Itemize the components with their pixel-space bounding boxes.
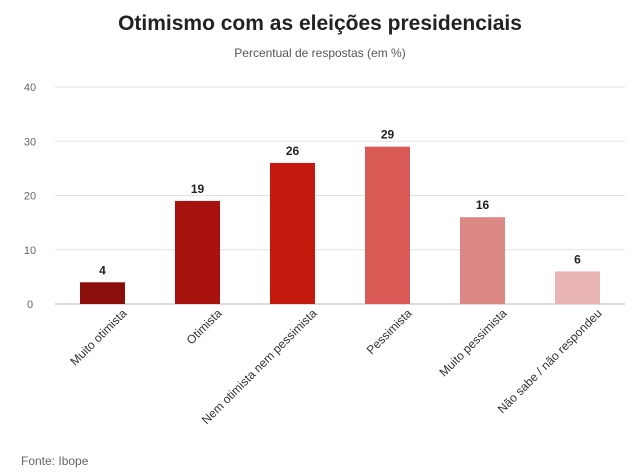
category-label: Nem otimista nem pessimista — [199, 306, 320, 427]
bar — [460, 217, 505, 304]
value-labels: 4 19 26 29 16 6 — [99, 128, 581, 278]
category-label: Muito otimista — [67, 306, 129, 368]
bar — [555, 271, 600, 304]
value-label: 19 — [191, 182, 205, 196]
bar — [175, 200, 220, 304]
y-axis-ticks: 0 10 20 30 40 — [24, 82, 36, 311]
y-tick-label: 10 — [24, 245, 36, 257]
y-tick-label: 20 — [24, 191, 36, 203]
bar — [80, 282, 125, 304]
bar — [270, 162, 315, 304]
value-label: 16 — [476, 198, 490, 212]
source-note: Fonte: Ibope — [21, 454, 89, 468]
gridlines — [55, 86, 625, 305]
y-tick-label: 0 — [27, 299, 33, 311]
bars — [80, 146, 600, 304]
chart-title: Otimismo com as eleições presidenciais — [118, 12, 522, 35]
y-tick-label: 40 — [24, 82, 36, 94]
category-label: Muito pessimista — [437, 306, 510, 379]
value-label: 6 — [574, 252, 581, 266]
category-label: Pessimista — [364, 306, 415, 357]
category-label: Não sabe / não respondeu — [495, 306, 605, 416]
value-label: 26 — [286, 144, 300, 158]
chart-subtitle: Percentual de respostas (em %) — [234, 46, 406, 60]
value-label: 29 — [381, 128, 395, 142]
category-label: Otimista — [184, 306, 225, 347]
value-label: 4 — [99, 263, 106, 277]
y-tick-label: 30 — [24, 136, 36, 148]
bar — [365, 146, 410, 304]
